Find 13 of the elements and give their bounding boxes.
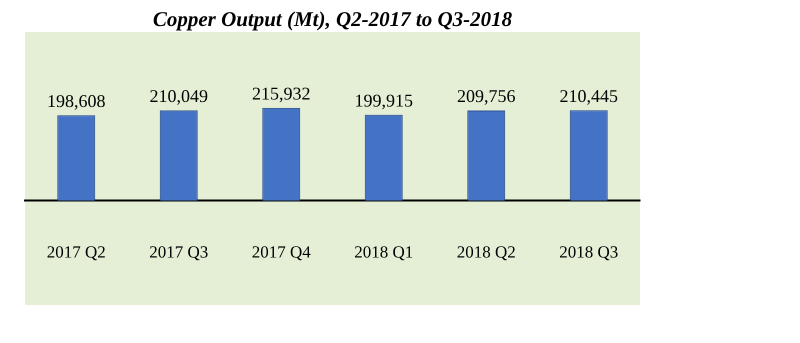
x-tick-label: 2017 Q4 (252, 242, 312, 262)
data-label: 210,049 (150, 86, 208, 106)
data-label: 199,915 (354, 90, 413, 110)
x-tick-label: 2018 Q2 (456, 242, 516, 262)
data-label: 209,756 (457, 86, 516, 106)
data-label: 215,932 (252, 84, 310, 104)
x-tick-label: 2017 Q2 (46, 242, 106, 262)
x-tick-label: 2018 Q1 (354, 242, 414, 262)
data-label: 210,445 (560, 86, 618, 106)
chart-title: Copper Output (Mt), Q2-2017 to Q3-2018 (152, 7, 513, 32)
x-tick-label: 2017 Q3 (149, 242, 208, 262)
x-tick-label: 2018 Q3 (559, 242, 618, 262)
data-label: 198,608 (47, 91, 106, 112)
